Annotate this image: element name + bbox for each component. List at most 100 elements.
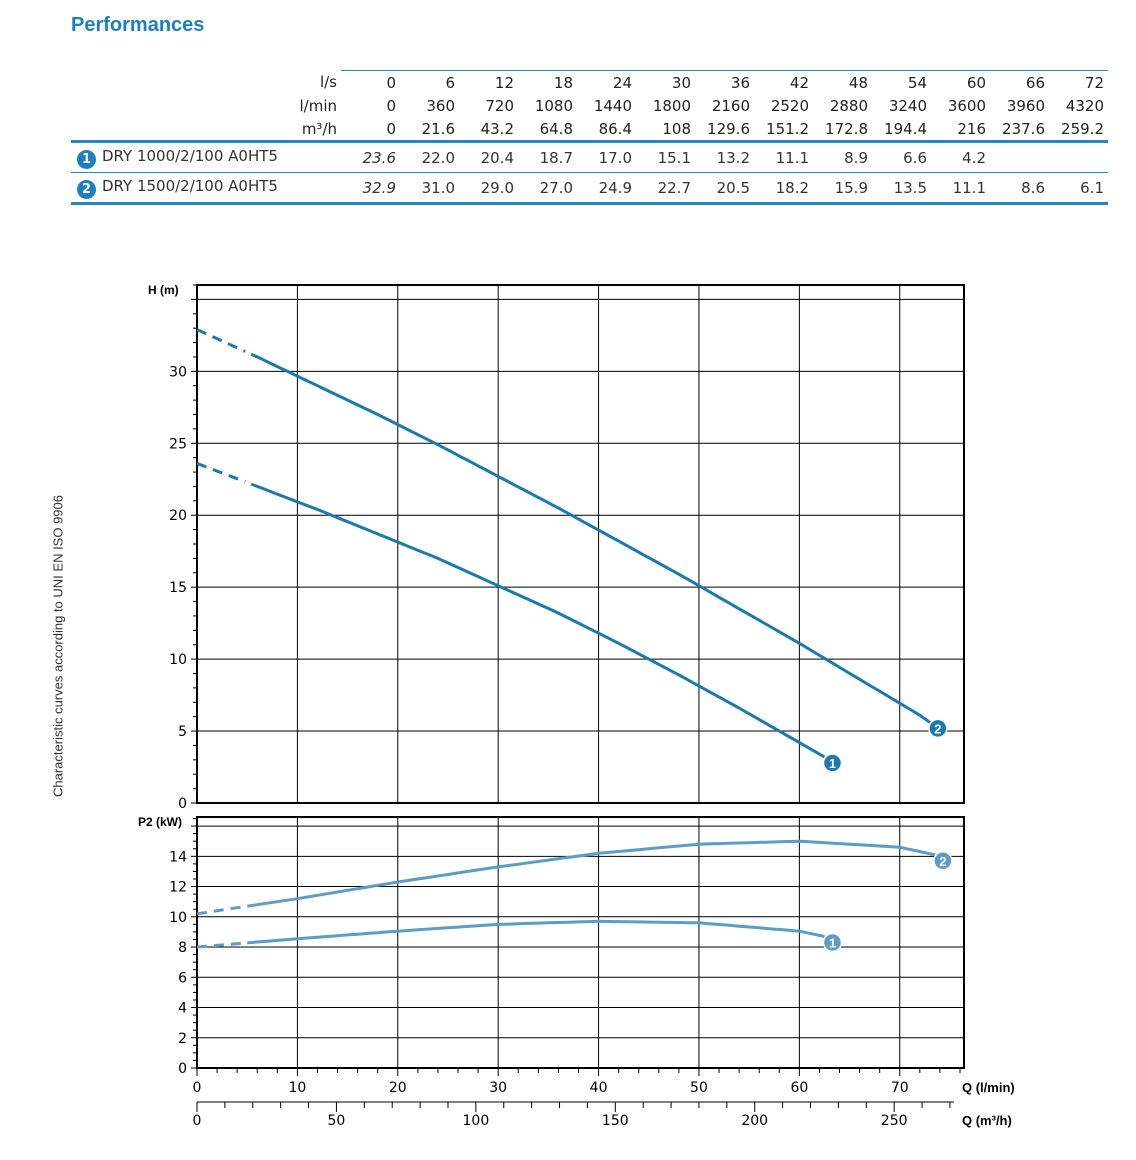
flow-cell: 6	[400, 70, 459, 94]
flow-cell: 3600	[947, 96, 986, 115]
flow-cell: 86.4	[598, 119, 632, 138]
curve-2-dashed	[196, 904, 248, 916]
y-tick-label: 20	[169, 508, 187, 524]
page-title: Performances	[71, 14, 205, 36]
head-cell: 8.6	[990, 172, 1049, 205]
flow-cell: 151.2	[766, 119, 809, 138]
flow-cell: 108	[662, 119, 691, 138]
head-cell: 31.0	[400, 172, 459, 205]
y-tick-label: 2	[178, 1031, 187, 1047]
unit-label: l/min	[299, 96, 337, 115]
head-cell: 6.6	[872, 140, 931, 173]
x-tick-label: 20	[389, 1080, 407, 1096]
curve-marker	[933, 851, 953, 871]
y-tick-label: 10	[169, 652, 187, 668]
head-cell: 32.9	[341, 172, 400, 205]
x-tick-label: 0	[193, 1080, 202, 1096]
y-tick-label: 14	[169, 849, 187, 865]
plot-frame	[196, 816, 965, 1069]
plot-frame	[196, 284, 965, 804]
curve-1-dashed	[196, 461, 246, 484]
flow-cell: 720	[485, 96, 514, 115]
model-name: DRY 1500/2/100 A0HT5	[102, 176, 278, 195]
flow-cell: 24	[577, 70, 636, 94]
flow-cell: 0	[386, 96, 396, 115]
curve-marker-label: 2	[939, 854, 946, 869]
curve-marker	[822, 753, 843, 773]
y-tick-label: 0	[178, 1061, 187, 1077]
head-cell: 24.9	[577, 172, 636, 205]
flow-cell: 12	[459, 70, 518, 94]
flow-cell: 4320	[1065, 96, 1104, 115]
y-tick-label: 10	[169, 910, 187, 926]
flow-cell: 2520	[770, 96, 809, 115]
flow-cell: 1080	[534, 96, 573, 115]
head-cell: 22.0	[400, 140, 459, 173]
flow-cell: 216	[957, 119, 986, 138]
head-cell: 27.0	[518, 172, 577, 205]
flow-cell: 18	[518, 70, 577, 94]
y-tick-label: 5	[178, 724, 187, 740]
flow-row: m³/h 0 21.6 43.2 64.8 86.4 108 129.6 151.2 172.8 1…	[71, 117, 1108, 142]
x2-tick-label: 100	[463, 1113, 490, 1129]
y-tick-label: 25	[169, 436, 187, 452]
flow-cell: 259.2	[1061, 119, 1104, 138]
curve-marker-label: 1	[829, 756, 836, 771]
curve-2	[246, 839, 936, 908]
y-tick-label: 0	[178, 796, 187, 812]
y-tick-label: 8	[178, 940, 187, 956]
flow-cell: 42	[754, 70, 813, 94]
curve-marker-label: 2	[934, 721, 941, 736]
flow-cell: 0	[386, 119, 396, 138]
flow-cell: 30	[636, 70, 695, 94]
curve-1	[250, 482, 826, 759]
flow-cell: 64.8	[539, 119, 573, 138]
x-tick-label: 70	[891, 1080, 909, 1096]
curve-marker-label: 1	[829, 935, 836, 950]
flow-cell: 237.6	[1002, 119, 1045, 138]
flow-cell: 3960	[1006, 96, 1045, 115]
x2-tick-label: 250	[881, 1113, 908, 1129]
flow-cell: 129.6	[707, 119, 750, 138]
head-cell	[1049, 140, 1108, 173]
head-cell: 18.2	[754, 172, 813, 205]
performance-table: l/s 0 6 12 18 24 30 36 42 48 54 60 66 72 l/min 0 360 720 1…	[71, 70, 1108, 205]
flow-cell: 2160	[711, 96, 750, 115]
flow-cell: 194.4	[884, 119, 927, 138]
curve-badge: 2	[77, 179, 96, 199]
flow-cell: 360	[426, 96, 455, 115]
y-tick-label: 30	[169, 364, 187, 380]
x2-tick-label: 50	[328, 1113, 346, 1129]
x-tick-label: 50	[690, 1080, 708, 1096]
flow-cell: 21.6	[421, 119, 455, 138]
head-cell: 15.1	[636, 140, 695, 173]
head-cell: 29.0	[459, 172, 518, 205]
x-axis-label: Q (l/min)	[962, 1080, 1015, 1095]
curve-badge: 1	[77, 149, 96, 169]
flow-cell: 2880	[829, 96, 868, 115]
y-tick-label: 6	[178, 970, 187, 986]
y-axis-label: H (m)	[148, 283, 179, 297]
x-tick-label: 40	[590, 1080, 608, 1096]
head-cell: 13.2	[695, 140, 754, 173]
curve-2-dashed	[196, 328, 246, 353]
curve-marker	[822, 932, 843, 953]
curve-2	[250, 352, 931, 724]
head-cell: 20.5	[695, 172, 754, 205]
x2-tick-label: 200	[741, 1113, 768, 1129]
model-row: 2 DRY 1500/2/100 A0HT5 32.9 31.0 29.0 27.0 24.…	[71, 172, 1108, 205]
head-cell: 15.9	[813, 172, 872, 205]
head-cell: 20.4	[459, 140, 518, 173]
x-tick-label: 10	[288, 1080, 306, 1096]
flow-row: l/min 0 360 720 1080 1440 1800 2160 2520 2880 3240…	[71, 94, 1108, 117]
flow-cell: 1440	[593, 96, 632, 115]
x2-axis-label: Q (m³/h)	[962, 1113, 1012, 1128]
head-cell: 18.7	[518, 140, 577, 173]
flow-cell: 1800	[652, 96, 691, 115]
unit-label: l/s	[319, 73, 337, 92]
head-cell: 6.1	[1049, 172, 1108, 205]
head-cell: 11.1	[754, 140, 813, 173]
x-tick-label: 30	[489, 1080, 507, 1096]
x2-tick-label: 150	[602, 1113, 629, 1129]
